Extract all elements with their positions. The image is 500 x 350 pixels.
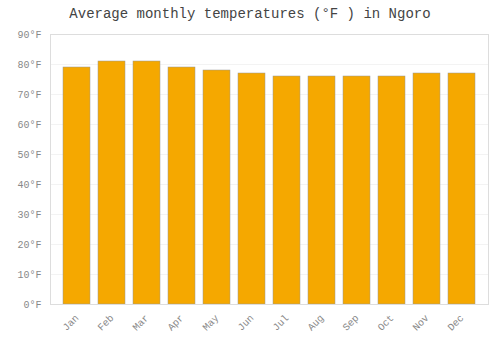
svg-text:40°F: 40°F <box>17 180 41 191</box>
svg-text:50°F: 50°F <box>17 150 41 161</box>
svg-text:Jan: Jan <box>61 313 82 334</box>
html-text:Average monthly temperatures (: Average monthly temperatures (°F ) in Ng… <box>69 6 431 22</box>
svg-text:60°F: 60°F <box>17 120 41 131</box>
svg-text:Mar: Mar <box>131 313 152 334</box>
svg-text:20°F: 20°F <box>17 240 41 251</box>
svg-text:Aug: Aug <box>306 313 327 334</box>
svg-text:0°F: 0°F <box>23 300 41 311</box>
svg-text:Feb: Feb <box>96 313 117 334</box>
svg-text:Oct: Oct <box>376 313 397 334</box>
svg-text:Sep: Sep <box>341 313 362 334</box>
svg-text:10°F: 10°F <box>17 270 41 281</box>
svg-text:Nov: Nov <box>411 313 432 334</box>
svg-text:30°F: 30°F <box>17 210 41 221</box>
svg-text:70°F: 70°F <box>17 90 41 101</box>
svg-text:Apr: Apr <box>166 313 187 334</box>
svg-text:Jul: Jul <box>271 313 292 334</box>
svg-text:80°F: 80°F <box>17 60 41 71</box>
svg-text:90°F: 90°F <box>17 30 41 41</box>
svg-text:May: May <box>201 313 222 334</box>
svg-text:Jun: Jun <box>236 313 257 334</box>
svg-text:Dec: Dec <box>446 313 467 334</box>
